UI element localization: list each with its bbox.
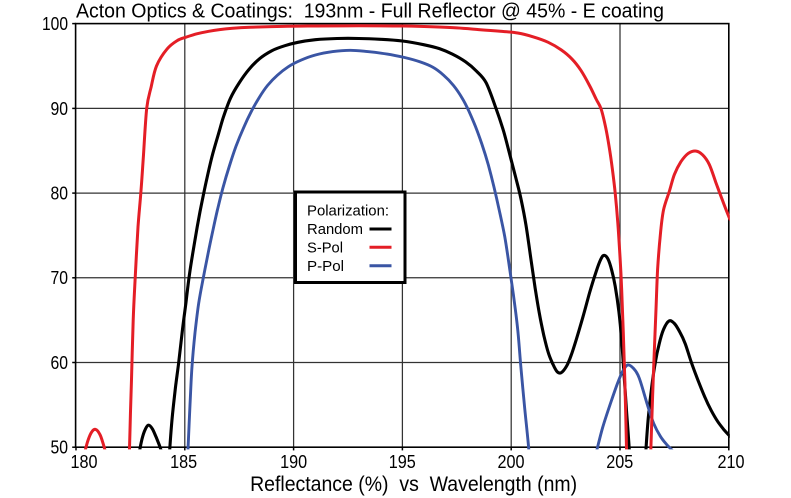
svg-text:195: 195: [389, 452, 416, 472]
svg-text:Acton Optics & Coatings: 193n: Acton Optics & Coatings: 193nm - Full Re…: [76, 0, 664, 22]
svg-text:180: 180: [71, 452, 98, 472]
svg-text:210: 210: [718, 452, 745, 472]
svg-text:50: 50: [51, 438, 69, 458]
svg-text:190: 190: [280, 452, 307, 472]
svg-text:70: 70: [51, 268, 69, 288]
svg-text:P-Pol: P-Pol: [307, 258, 344, 275]
svg-text:Polarization:: Polarization:: [307, 202, 389, 219]
svg-text:Random: Random: [307, 221, 363, 238]
svg-text:90: 90: [51, 99, 69, 119]
svg-text:200: 200: [498, 452, 525, 472]
svg-text:100: 100: [42, 14, 68, 34]
svg-text:S-Pol: S-Pol: [307, 239, 343, 256]
svg-text:Reflectance (%) vs Wavelengt: Reflectance (%) vs Wavelength (nm): [250, 472, 577, 496]
svg-text:185: 185: [170, 452, 197, 472]
svg-text:205: 205: [606, 452, 633, 472]
svg-text:80: 80: [51, 184, 69, 204]
svg-text:60: 60: [51, 353, 69, 373]
